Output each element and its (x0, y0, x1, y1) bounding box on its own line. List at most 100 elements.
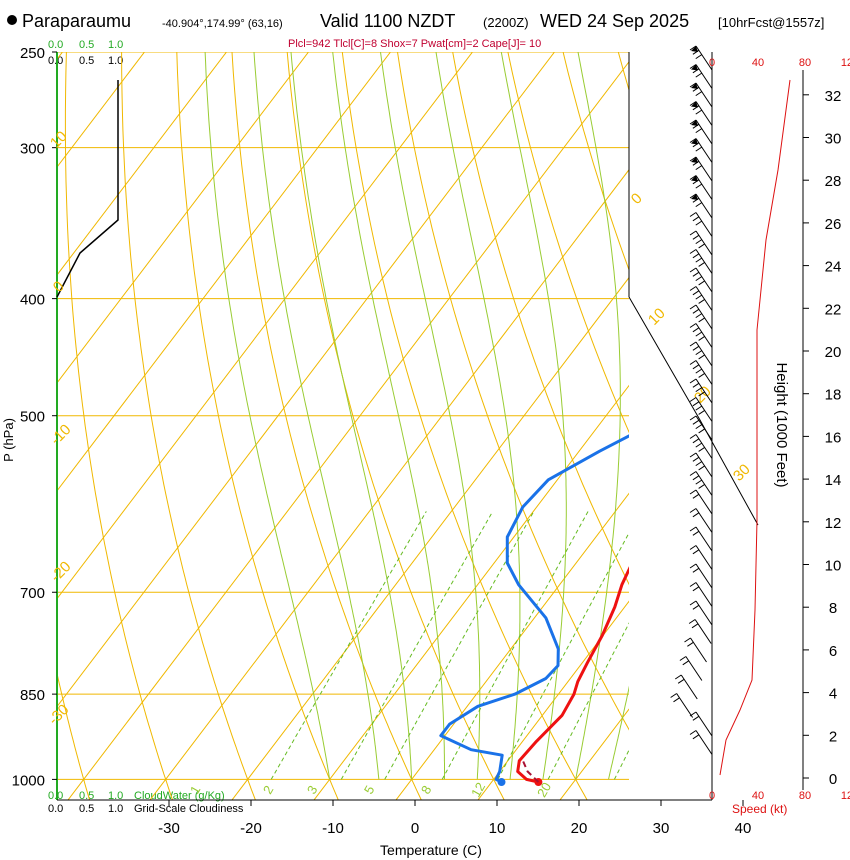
pressure-tick-850: 850 (20, 687, 45, 704)
height-tick-14: 14 (825, 472, 842, 489)
wind-barb-icon (689, 526, 713, 552)
moist-adiabat-line (253, 52, 380, 780)
wind-barb-icon (689, 730, 713, 755)
pressure-tick-500: 500 (20, 409, 45, 426)
dry-adiabat-line (121, 52, 256, 800)
wind-barb-icon (670, 693, 694, 718)
height-tick-24: 24 (825, 259, 842, 276)
height-tick-8: 8 (829, 600, 837, 617)
speed-tick-top-80: 80 (799, 57, 811, 69)
mixing-ratio-label-20: 20 (534, 780, 554, 800)
wind-barb-icon (689, 267, 713, 293)
wind-barb-icon (689, 582, 713, 607)
dry-adiabat-line (507, 52, 629, 434)
moist-adiabat-line (500, 52, 567, 780)
wind-barb-icon (689, 545, 713, 570)
cloud-water-line (56, 80, 119, 298)
pressure-tick-400: 400 (20, 292, 45, 309)
wind-barb-icon (689, 397, 713, 422)
wind-barb-icon (689, 286, 713, 311)
dry-adiabat-line (64, 52, 174, 800)
wind-barb-icon (689, 471, 713, 496)
wind-barb-icon (689, 452, 713, 478)
moist-adiabat-line (575, 52, 621, 780)
dewpoint-profile-line (439, 434, 629, 784)
wind-barb-icon (689, 434, 713, 459)
parcel-path-line (521, 758, 540, 783)
speed-tick-bottom-0: 0 (709, 790, 715, 802)
speed-tick-bottom-80: 80 (799, 790, 811, 802)
top-cloudwater-tick-2: 1.0 (108, 39, 123, 51)
temp-tick--10: -10 (322, 820, 344, 837)
bottom-cloudiness-tick-2: 1.0 (108, 803, 123, 815)
dry-adiabat-line (341, 52, 588, 800)
valid-date: WED 24 Sep 2025 (540, 11, 689, 31)
height-tick-12: 12 (825, 515, 842, 532)
wind-barb-icon (689, 193, 713, 219)
wind-barb-icon (689, 378, 713, 404)
height-tick-10: 10 (825, 558, 842, 575)
isotherm-line (67, 61, 629, 800)
wind-barb-icon (684, 637, 707, 663)
mixing-ratio-line (613, 749, 629, 780)
pressure-tick-300: 300 (20, 141, 45, 158)
height-tick-20: 20 (825, 344, 842, 361)
speed-tick-top-0: 0 (709, 57, 715, 69)
top-cloudwater-tick-1: 0.5 (79, 39, 94, 51)
mixing-ratio-line (270, 511, 427, 780)
isotherm-line (559, 708, 629, 800)
moist-adiabat-line (435, 52, 521, 780)
isotherm-line (395, 492, 629, 800)
adiabat-label: -30 (45, 701, 72, 728)
wind-speed-line (719, 79, 791, 776)
temp-tick--20: -20 (240, 820, 262, 837)
wind-barb-icon (689, 230, 713, 256)
height-tick-4: 4 (829, 686, 837, 703)
top-cloudiness-tick-2: 1.0 (108, 55, 123, 67)
height-tick-28: 28 (825, 173, 842, 190)
isotherm-line (57, 52, 474, 600)
isotherm-line (57, 52, 556, 708)
utc-time: (2200Z) (483, 15, 529, 30)
moist-adiabat-line (379, 52, 481, 780)
wind-barb-icon (689, 341, 713, 367)
dry-adiabat-line (57, 671, 91, 800)
dry-adiabat-line (231, 52, 422, 800)
isotherm-line (57, 52, 392, 492)
bottom-cloudwater-tick-2: 1.0 (108, 790, 123, 802)
temp-tick-30: 30 (653, 820, 670, 837)
height-tick-6: 6 (829, 643, 837, 660)
moist-adiabat-line (290, 52, 413, 780)
top-cloudiness-tick-1: 0.5 (79, 55, 94, 67)
isotherm-line (57, 52, 228, 276)
cloudwater-label: CloudWater (g/Kg) (134, 790, 225, 802)
isotherm-line (149, 168, 629, 800)
temp-tick-10: 10 (489, 820, 506, 837)
adiabat-label: -10 (47, 421, 74, 448)
station-coords: -40.904°,174.99° (63,16) (162, 18, 283, 30)
mixing-ratio-label-12: 12 (468, 780, 488, 800)
wind-barb-icon (688, 619, 712, 644)
dry-adiabat-line (667, 31, 850, 805)
wind-barb-icon (689, 323, 713, 348)
x-axis-title: Temperature (C) (380, 842, 482, 858)
mixing-ratio-label-2: 2 (260, 783, 277, 797)
top-cloudwater-tick-0: 0.0 (48, 39, 63, 51)
dry-adiabat-line (617, 52, 629, 92)
isotherm-line (231, 276, 629, 800)
height-tick-32: 32 (825, 88, 842, 105)
forecast-info: [10hrFcst@1557z] (718, 15, 824, 30)
wind-barb-icon (689, 82, 713, 108)
height-tick-22: 22 (825, 301, 842, 318)
speed-tick-top-40: 40 (752, 57, 764, 69)
station-name: Paraparaumu (22, 11, 131, 31)
wind-barb-icon (689, 600, 713, 626)
isotherm-line (638, 31, 850, 805)
moist-adiabat-line (204, 52, 331, 780)
bottom-cloudiness-tick-1: 0.5 (79, 803, 94, 815)
pressure-tick-1000: 1000 (12, 772, 45, 789)
pressure-tick-250: 250 (20, 45, 45, 62)
wind-barb-icon (689, 508, 713, 533)
mixing-ratio-label-5: 5 (361, 783, 378, 797)
